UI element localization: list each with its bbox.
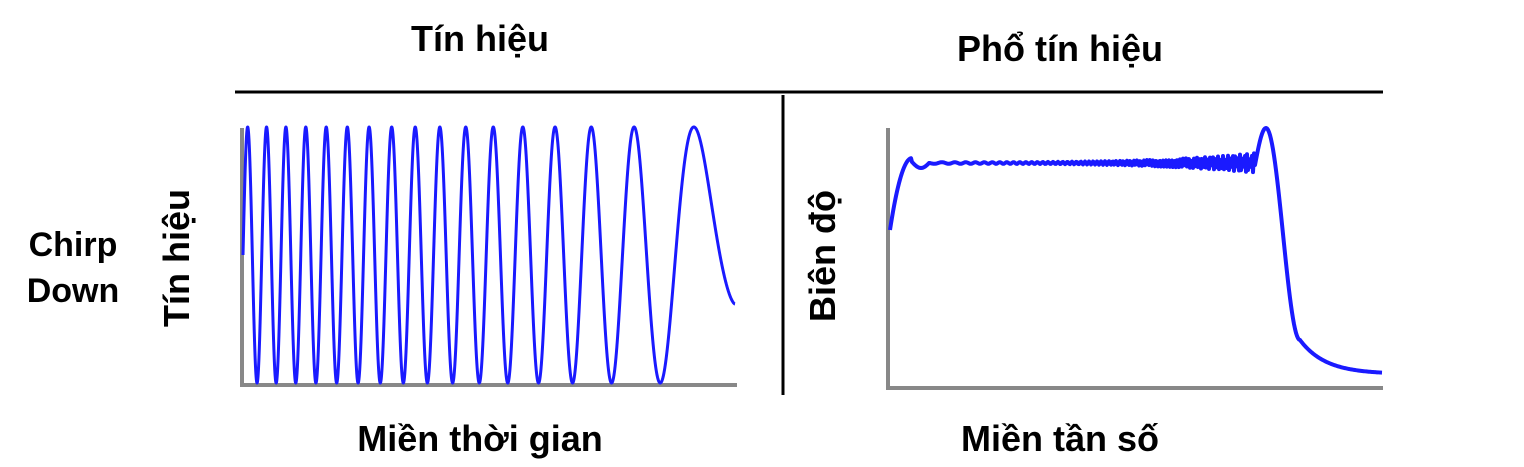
left-panel [240, 125, 737, 387]
row-label: Chirp Down [8, 222, 138, 314]
right-panel [886, 126, 1383, 390]
right-panel-xlabel: Miền tần số [960, 418, 1160, 459]
row-label-line1: Chirp [28, 226, 118, 264]
spectrum-curve [888, 126, 1383, 375]
chirp-waveform [241, 125, 737, 385]
column-title-signal: Tín hiệu [411, 18, 549, 59]
row-label-line2: Down [26, 272, 120, 310]
column-title-spectrum: Phổ tín hiệu [957, 28, 1163, 69]
left-panel-xlabel: Miền thời gian [357, 418, 603, 459]
